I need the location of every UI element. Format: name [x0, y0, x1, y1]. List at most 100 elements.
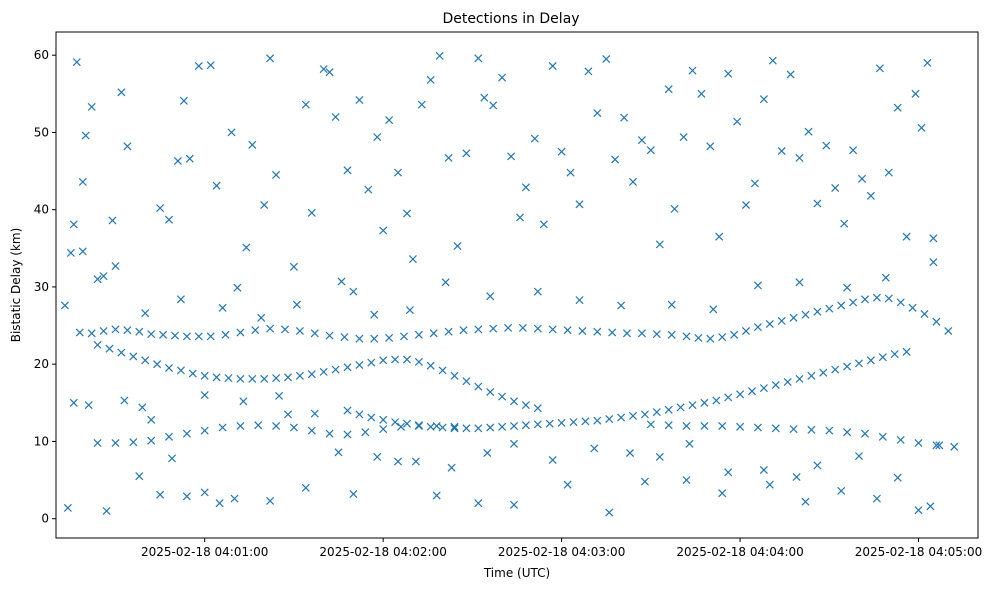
data-point	[917, 123, 926, 132]
data-point	[521, 421, 530, 430]
y-tick-label: 0	[41, 512, 49, 526]
data-point	[385, 116, 394, 125]
data-point	[292, 300, 301, 309]
data-point	[646, 420, 655, 429]
data-point	[837, 301, 846, 310]
data-point	[688, 401, 697, 410]
data-point	[153, 360, 162, 369]
data-point	[66, 248, 75, 257]
data-point	[608, 328, 617, 337]
data-point	[515, 213, 525, 222]
y-tick-label: 10	[34, 434, 49, 448]
data-point	[414, 330, 423, 339]
data-point	[664, 421, 673, 430]
data-point	[355, 334, 364, 343]
data-point	[283, 410, 293, 419]
data-point	[123, 326, 132, 335]
data-point	[507, 152, 516, 161]
data-point	[486, 292, 495, 301]
data-point	[890, 350, 899, 359]
data-point	[878, 353, 887, 362]
data-point	[355, 360, 364, 370]
data-point	[593, 327, 602, 336]
data-point	[563, 480, 572, 489]
data-point	[319, 65, 328, 74]
data-point	[655, 240, 664, 249]
data-point	[325, 68, 334, 77]
data-point	[117, 88, 126, 97]
data-point	[825, 426, 834, 435]
data-point	[453, 241, 462, 251]
data-point	[795, 374, 804, 383]
data-point	[709, 305, 718, 314]
data-point	[923, 58, 932, 67]
data-point	[884, 294, 893, 303]
data-point	[164, 363, 174, 373]
data-point	[87, 102, 96, 111]
data-point	[432, 491, 441, 500]
x-tick-label: 2025-02-18 04:04:00	[676, 545, 803, 559]
data-point	[854, 359, 864, 368]
data-point	[548, 325, 557, 334]
data-point	[706, 142, 715, 151]
data-point	[444, 327, 453, 336]
data-point	[272, 170, 281, 179]
data-point	[628, 177, 638, 186]
data-point	[783, 377, 792, 387]
data-point	[373, 133, 382, 142]
data-point	[257, 313, 266, 322]
data-point	[474, 54, 483, 63]
data-point	[438, 423, 447, 432]
data-point	[569, 418, 578, 427]
data-point	[685, 439, 694, 448]
data-point	[929, 234, 938, 243]
data-point	[741, 200, 751, 210]
data-point	[548, 61, 557, 71]
data-point	[447, 463, 456, 472]
data-point	[283, 373, 293, 382]
data-point	[854, 452, 864, 461]
data-point	[248, 374, 257, 383]
data-point	[233, 283, 242, 292]
data-point	[111, 438, 120, 448]
data-point	[379, 425, 388, 434]
data-point	[60, 301, 69, 310]
data-point	[533, 420, 542, 429]
data-point	[498, 422, 507, 431]
data-point	[747, 387, 757, 396]
data-point	[364, 185, 373, 194]
data-point	[164, 215, 174, 224]
data-point	[932, 441, 941, 450]
data-point	[117, 348, 126, 357]
x-axis-ticks: 2025-02-18 04:01:00 2025-02-18 04:02:00 20…	[141, 538, 982, 559]
data-point	[156, 204, 165, 213]
data-point	[902, 347, 911, 356]
data-point	[611, 155, 620, 164]
data-point	[147, 415, 156, 424]
data-point	[432, 421, 441, 431]
data-point	[474, 424, 483, 433]
data-point	[724, 393, 733, 402]
data-point	[120, 396, 129, 405]
data-point	[200, 426, 209, 435]
data-point	[399, 332, 409, 341]
data-point	[84, 401, 93, 410]
data-point	[902, 232, 911, 241]
data-point	[950, 442, 959, 451]
data-point	[275, 391, 284, 400]
data-point	[777, 146, 786, 156]
data-point	[236, 374, 245, 383]
data-point	[813, 199, 822, 208]
data-point	[218, 423, 227, 432]
data-point	[78, 177, 87, 186]
data-point	[872, 494, 881, 503]
y-tick-label: 30	[34, 280, 49, 294]
data-point	[444, 153, 453, 162]
data-point	[896, 435, 905, 444]
data-point	[325, 331, 334, 340]
data-point	[509, 421, 519, 431]
data-point	[489, 101, 498, 110]
data-point	[135, 472, 144, 481]
data-point	[893, 473, 902, 482]
